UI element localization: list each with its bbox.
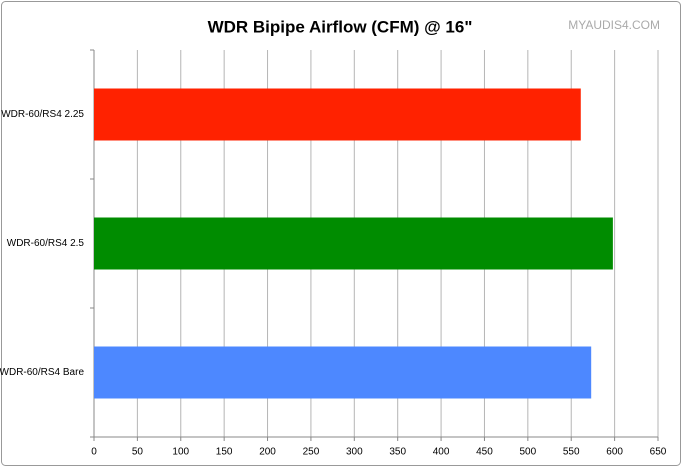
chart-title: WDR Bipipe Airflow (CFM) @ 16" — [208, 17, 473, 36]
x-tick-label: 200 — [259, 447, 276, 458]
x-tick-label: 350 — [389, 447, 406, 458]
x-tick-label: 550 — [563, 447, 580, 458]
y-tick-label: WDR-60/RS4 Bare — [0, 367, 84, 378]
x-tick-label: 250 — [303, 447, 320, 458]
x-tick-label: 150 — [216, 447, 233, 458]
x-tick-label: 500 — [520, 447, 537, 458]
x-tick-label: 400 — [433, 447, 450, 458]
bar — [94, 346, 592, 399]
x-tick-label: 600 — [606, 447, 623, 458]
x-tick-label: 100 — [172, 447, 189, 458]
x-tick-label: 650 — [650, 447, 667, 458]
y-tick-label: WDR-60/RS4 2.25 — [1, 109, 84, 120]
x-tick-label: 450 — [476, 447, 493, 458]
x-tick-label: 0 — [91, 447, 97, 458]
y-tick-label: WDR-60/RS4 2.5 — [7, 238, 85, 249]
watermark: MYAUDIS4.COM — [568, 18, 660, 32]
x-tick-label: 300 — [346, 447, 363, 458]
bar — [94, 88, 581, 141]
bar — [94, 217, 613, 270]
x-tick-label: 50 — [132, 447, 144, 458]
